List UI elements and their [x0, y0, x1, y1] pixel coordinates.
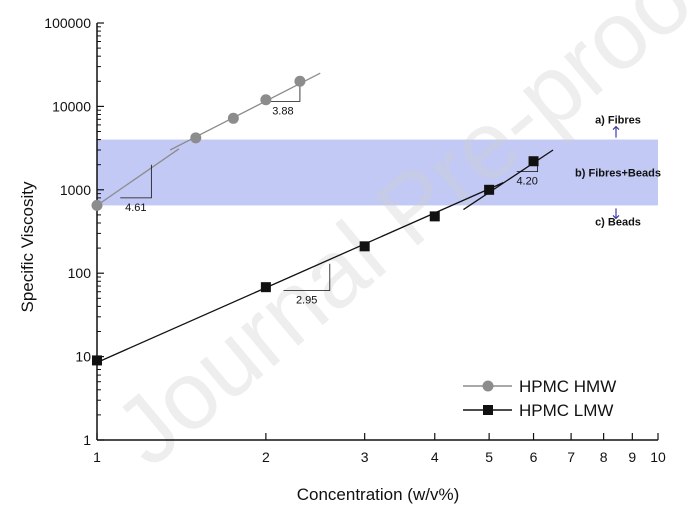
slope-triangle [283, 263, 331, 291]
slope-triangle [265, 83, 301, 102]
x-tick-label: 10 [650, 449, 666, 465]
shaded-band-group [97, 139, 658, 206]
data-point-circle [190, 132, 202, 144]
y-axis-title: Specific Viscosity [18, 181, 37, 313]
data-point-circle [260, 94, 272, 106]
x-tick-label: 5 [485, 449, 493, 465]
x-tick-label: 4 [431, 449, 439, 465]
legend-marker-square [483, 405, 493, 415]
region-labels: a) Fibres b) Fibres+Beads c) Beads [575, 115, 661, 229]
data-point-square [429, 211, 440, 222]
arrow-up-icon-head [612, 125, 620, 131]
legend-marker-circle [482, 380, 494, 392]
data-point-square [359, 241, 370, 252]
x-tick-label: 1 [93, 449, 101, 465]
transition-band [97, 139, 658, 206]
data-point-square [92, 355, 102, 366]
legend-label: HPMC LMW [519, 401, 613, 420]
x-tick-label: 7 [567, 449, 575, 465]
data-points [91, 75, 539, 366]
y-tick-label: 10000 [52, 98, 91, 114]
axes [96, 22, 659, 441]
slope-triangle [120, 164, 152, 199]
y-tick-label: 1000 [60, 182, 91, 198]
y-tick-label: 10 [75, 349, 91, 365]
x-tick-label: 9 [628, 449, 636, 465]
data-point-circle [227, 112, 239, 124]
x-tick-label: 3 [361, 449, 369, 465]
data-point-square [528, 156, 539, 167]
slope-label: 2.95 [296, 295, 317, 307]
x-axis-title: Concentration (w/v%) [297, 485, 460, 504]
data-point-circle [91, 199, 103, 211]
data-point-square [260, 282, 271, 293]
region-label: b) Fibres+Beads [575, 167, 661, 179]
region-label: c) Beads [595, 216, 641, 228]
arrow-down-icon-head [612, 214, 620, 220]
slope-annotations: 4.61 3.88 2.95 4.20 [120, 83, 538, 307]
data-point-circle [294, 75, 306, 87]
legend-label: HPMC HMW [519, 377, 616, 396]
legend: HPMC HMW HPMC LMW [463, 377, 616, 420]
data-point-square [484, 184, 495, 195]
tick-labels: 1 10 100 1000 10000 100000 1 2 3 4 5 6 7 8 9 10 [44, 15, 666, 465]
x-tick-label: 8 [600, 449, 608, 465]
slope-label: 4.20 [516, 176, 537, 188]
y-tick-label: 1 [83, 432, 91, 448]
slope-label: 4.61 [125, 202, 146, 214]
y-tick-label: 100000 [44, 15, 91, 31]
fit-line [96, 148, 180, 206]
y-tick-label: 100 [68, 265, 92, 281]
x-tick-label: 2 [262, 449, 270, 465]
slope-label: 3.88 [272, 105, 293, 117]
region-label: a) Fibres [595, 115, 641, 127]
x-tick-label: 6 [530, 449, 538, 465]
